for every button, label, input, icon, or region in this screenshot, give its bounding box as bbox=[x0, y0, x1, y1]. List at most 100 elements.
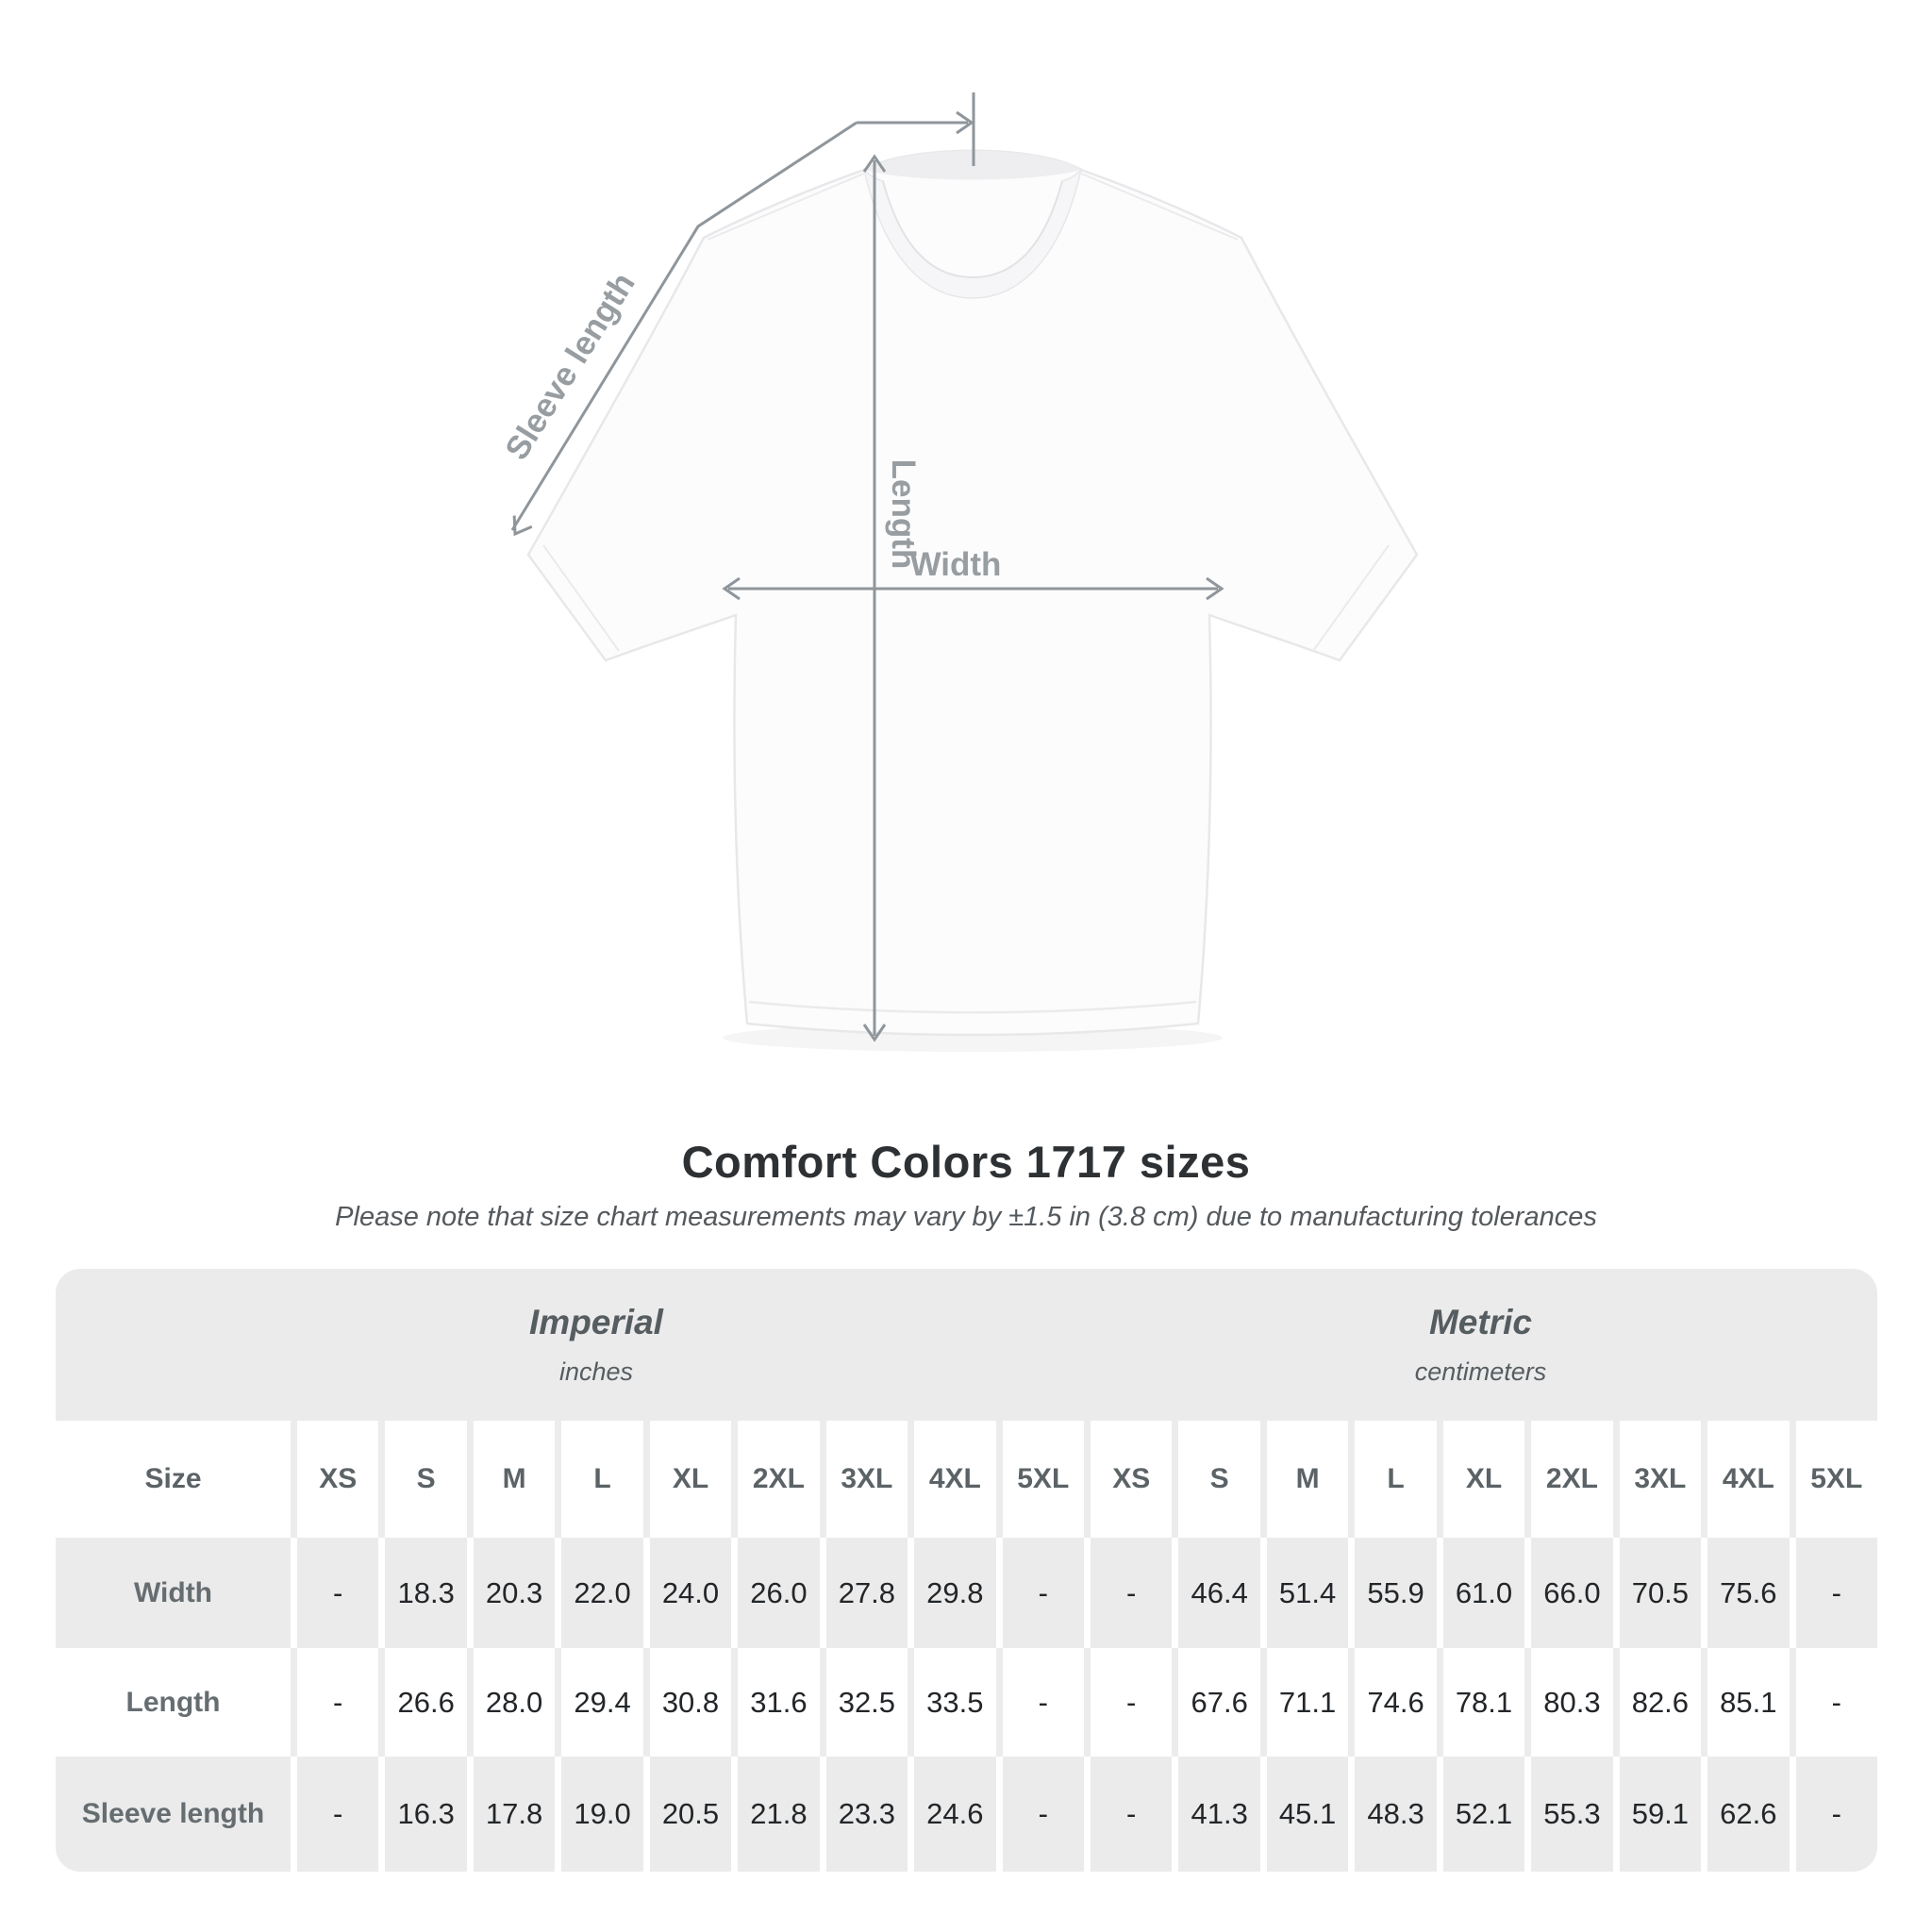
column-header-imperial-l: L bbox=[555, 1421, 642, 1538]
cell-length-metric-3xl: 82.6 bbox=[1612, 1648, 1701, 1757]
width-label: Width bbox=[910, 546, 1002, 583]
cell-width-imperial-xl: 24.0 bbox=[642, 1538, 732, 1648]
cell-sleeve-length-imperial-5xl: - bbox=[995, 1757, 1084, 1872]
column-header-metric-3xl: 3XL bbox=[1612, 1421, 1701, 1538]
page-title: Comfort Colors 1717 sizes bbox=[681, 1137, 1251, 1187]
cell-width-metric-xs: - bbox=[1083, 1538, 1173, 1648]
sleeve-length-line bbox=[510, 121, 858, 531]
cell-sleeve-length-imperial-xs: - bbox=[291, 1757, 379, 1872]
cell-length-metric-4xl: 85.1 bbox=[1701, 1648, 1789, 1757]
column-header-metric-2xl: 2XL bbox=[1524, 1421, 1612, 1538]
shoulder-seam-right bbox=[1078, 172, 1239, 241]
cell-sleeve-length-metric-4xl: 62.6 bbox=[1701, 1757, 1790, 1872]
cell-width-imperial-l: 22.0 bbox=[555, 1538, 643, 1648]
cell-width-imperial-3xl: 27.8 bbox=[819, 1538, 908, 1648]
cell-sleeve-length-imperial-l: 19.0 bbox=[555, 1757, 643, 1872]
cell-width-imperial-2xl: 26.0 bbox=[731, 1538, 820, 1648]
cell-sleeve-length-metric-l: 48.3 bbox=[1348, 1757, 1437, 1872]
cell-sleeve-length-metric-5xl: - bbox=[1789, 1757, 1877, 1872]
cell-length-metric-2xl: 80.3 bbox=[1524, 1648, 1612, 1757]
cell-width-imperial-s: 18.3 bbox=[378, 1538, 467, 1648]
tshirt-svg: Sleeve length Length Width bbox=[498, 92, 1419, 1052]
column-header-imperial-2xl: 2XL bbox=[731, 1421, 819, 1538]
cell-length-imperial-s: 26.6 bbox=[378, 1648, 466, 1757]
width-arrowhead-left-icon bbox=[722, 576, 741, 601]
group-title-metric: Metric bbox=[1428, 1303, 1532, 1341]
cell-length-metric-l: 74.6 bbox=[1348, 1648, 1436, 1757]
cell-length-metric-5xl: - bbox=[1789, 1648, 1877, 1757]
tolerance-note: Please note that size chart measurements… bbox=[335, 1202, 1597, 1232]
column-header-metric-s: S bbox=[1172, 1421, 1259, 1538]
cell-length-imperial-3xl: 32.5 bbox=[819, 1648, 908, 1757]
length-arrowhead-up-icon bbox=[862, 154, 887, 173]
column-header-metric-xl: XL bbox=[1436, 1421, 1524, 1538]
cell-width-imperial-m: 20.3 bbox=[466, 1538, 556, 1648]
cuff-seam-right bbox=[1312, 544, 1390, 652]
cell-sleeve-length-metric-xs: - bbox=[1083, 1757, 1173, 1872]
group-unit-centimeters: centimeters bbox=[1414, 1357, 1547, 1386]
cell-width-imperial-4xl: 29.8 bbox=[908, 1538, 996, 1648]
cell-length-metric-s: 67.6 bbox=[1172, 1648, 1259, 1757]
cell-length-imperial-m: 28.0 bbox=[466, 1648, 555, 1757]
cell-length-imperial-5xl: - bbox=[995, 1648, 1084, 1757]
column-header-metric-xs: XS bbox=[1083, 1421, 1172, 1538]
cell-sleeve-length-imperial-2xl: 21.8 bbox=[731, 1757, 820, 1872]
row-label-sleeve-length: Sleeve length bbox=[56, 1757, 291, 1872]
cell-width-metric-3xl: 70.5 bbox=[1612, 1538, 1702, 1648]
cell-length-metric-xs: - bbox=[1083, 1648, 1172, 1757]
column-header-imperial-xs: XS bbox=[291, 1421, 378, 1538]
group-unit-inches: inches bbox=[558, 1357, 634, 1386]
group-header-metric: Metric centimeters bbox=[1083, 1269, 1877, 1421]
cell-sleeve-length-imperial-xl: 20.5 bbox=[642, 1757, 732, 1872]
measurement-arrows bbox=[510, 92, 1224, 1042]
column-header-imperial-m: M bbox=[466, 1421, 555, 1538]
column-header-metric-m: M bbox=[1259, 1421, 1348, 1538]
group-header-imperial: Imperial inches bbox=[56, 1269, 1084, 1421]
cell-sleeve-length-imperial-s: 16.3 bbox=[378, 1757, 467, 1872]
size-table: Imperial inches Metric centimeters Size X… bbox=[56, 1269, 1877, 1872]
cell-width-metric-5xl: - bbox=[1789, 1538, 1877, 1648]
column-header-metric-5xl: 5XL bbox=[1789, 1421, 1877, 1538]
cell-length-metric-xl: 78.1 bbox=[1436, 1648, 1524, 1757]
cell-sleeve-length-imperial-4xl: 24.6 bbox=[908, 1757, 996, 1872]
collar-inner-edge bbox=[882, 180, 1063, 279]
group-title-imperial: Imperial bbox=[529, 1303, 663, 1341]
cell-length-imperial-4xl: 33.5 bbox=[908, 1648, 995, 1757]
cell-sleeve-length-metric-s: 41.3 bbox=[1172, 1757, 1260, 1872]
column-header-imperial-s: S bbox=[378, 1421, 466, 1538]
column-header-metric-l: L bbox=[1348, 1421, 1436, 1538]
cell-width-metric-2xl: 66.0 bbox=[1524, 1538, 1613, 1648]
top-arrowhead-right-icon bbox=[956, 110, 974, 135]
column-header-imperial-xl: XL bbox=[642, 1421, 731, 1538]
length-label: Length bbox=[885, 459, 922, 570]
cell-length-metric-m: 71.1 bbox=[1259, 1648, 1348, 1757]
tshirt-diagram: Sleeve length Length Width bbox=[498, 92, 1419, 1052]
cell-width-imperial-5xl: - bbox=[995, 1538, 1084, 1648]
column-header-imperial-4xl: 4XL bbox=[908, 1421, 995, 1538]
row-label-length: Length bbox=[125, 1686, 221, 1718]
cell-width-metric-xl: 61.0 bbox=[1436, 1538, 1525, 1648]
cuff-seam-left bbox=[542, 544, 620, 652]
cell-length-imperial-xs: - bbox=[291, 1648, 378, 1757]
sleeve-arrowhead-icon bbox=[512, 515, 533, 537]
cell-width-metric-l: 55.9 bbox=[1348, 1538, 1437, 1648]
shoulder-seam-left bbox=[707, 172, 867, 241]
cell-width-metric-s: 46.4 bbox=[1172, 1538, 1260, 1648]
tshirt-body bbox=[526, 149, 1419, 1037]
column-header-imperial-3xl: 3XL bbox=[819, 1421, 908, 1538]
cell-sleeve-length-metric-m: 45.1 bbox=[1259, 1757, 1349, 1872]
cell-length-imperial-l: 29.4 bbox=[555, 1648, 642, 1757]
width-arrowhead-right-icon bbox=[1206, 576, 1224, 601]
cell-sleeve-length-metric-2xl: 55.3 bbox=[1524, 1757, 1613, 1872]
hem-seam bbox=[748, 1000, 1197, 1014]
cell-sleeve-length-metric-xl: 52.1 bbox=[1436, 1757, 1525, 1872]
column-header-metric-4xl: 4XL bbox=[1701, 1421, 1789, 1538]
row-label-width: Width bbox=[56, 1538, 291, 1648]
cell-length-imperial-2xl: 31.6 bbox=[731, 1648, 819, 1757]
column-header-imperial-5xl: 5XL bbox=[995, 1421, 1084, 1538]
cell-sleeve-length-imperial-m: 17.8 bbox=[466, 1757, 556, 1872]
length-arrowhead-down-icon bbox=[862, 1024, 887, 1042]
cell-length-imperial-xl: 30.8 bbox=[642, 1648, 731, 1757]
cell-sleeve-length-imperial-3xl: 23.3 bbox=[819, 1757, 908, 1872]
